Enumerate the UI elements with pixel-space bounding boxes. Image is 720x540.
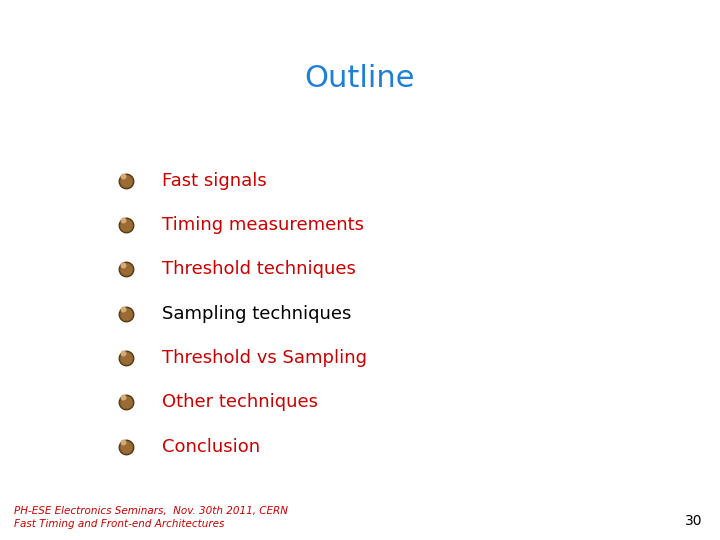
Text: Threshold vs Sampling: Threshold vs Sampling — [162, 349, 367, 367]
Point — [117, 349, 129, 357]
Point — [120, 221, 132, 230]
Point — [120, 442, 132, 451]
Point — [120, 398, 132, 407]
Point — [120, 442, 132, 451]
Point — [120, 177, 132, 185]
Point — [120, 309, 132, 318]
Point — [120, 221, 132, 230]
Text: Sampling techniques: Sampling techniques — [162, 305, 351, 323]
Text: Outline: Outline — [305, 64, 415, 93]
Text: Fast signals: Fast signals — [162, 172, 266, 190]
Point — [120, 177, 132, 185]
Point — [120, 309, 132, 318]
Point — [117, 172, 129, 180]
Point — [117, 393, 129, 402]
Text: Threshold techniques: Threshold techniques — [162, 260, 356, 279]
Point — [120, 177, 132, 185]
Text: 30: 30 — [685, 514, 702, 528]
Text: Conclusion: Conclusion — [162, 437, 260, 456]
Point — [117, 305, 129, 313]
Point — [117, 216, 129, 225]
Point — [120, 354, 132, 362]
Point — [120, 398, 132, 407]
Point — [120, 265, 132, 274]
Text: Timing measurements: Timing measurements — [162, 216, 364, 234]
Text: Other techniques: Other techniques — [162, 393, 318, 411]
Text: PH-ESE Electronics Seminars,  Nov. 30th 2011, CERN
Fast Timing and Front-end Arc: PH-ESE Electronics Seminars, Nov. 30th 2… — [14, 506, 289, 529]
Point — [120, 265, 132, 274]
Point — [120, 398, 132, 407]
Point — [120, 221, 132, 230]
Point — [117, 260, 129, 269]
Point — [117, 437, 129, 446]
Point — [120, 265, 132, 274]
Point — [120, 354, 132, 362]
Point — [120, 354, 132, 362]
Point — [120, 442, 132, 451]
Point — [120, 309, 132, 318]
